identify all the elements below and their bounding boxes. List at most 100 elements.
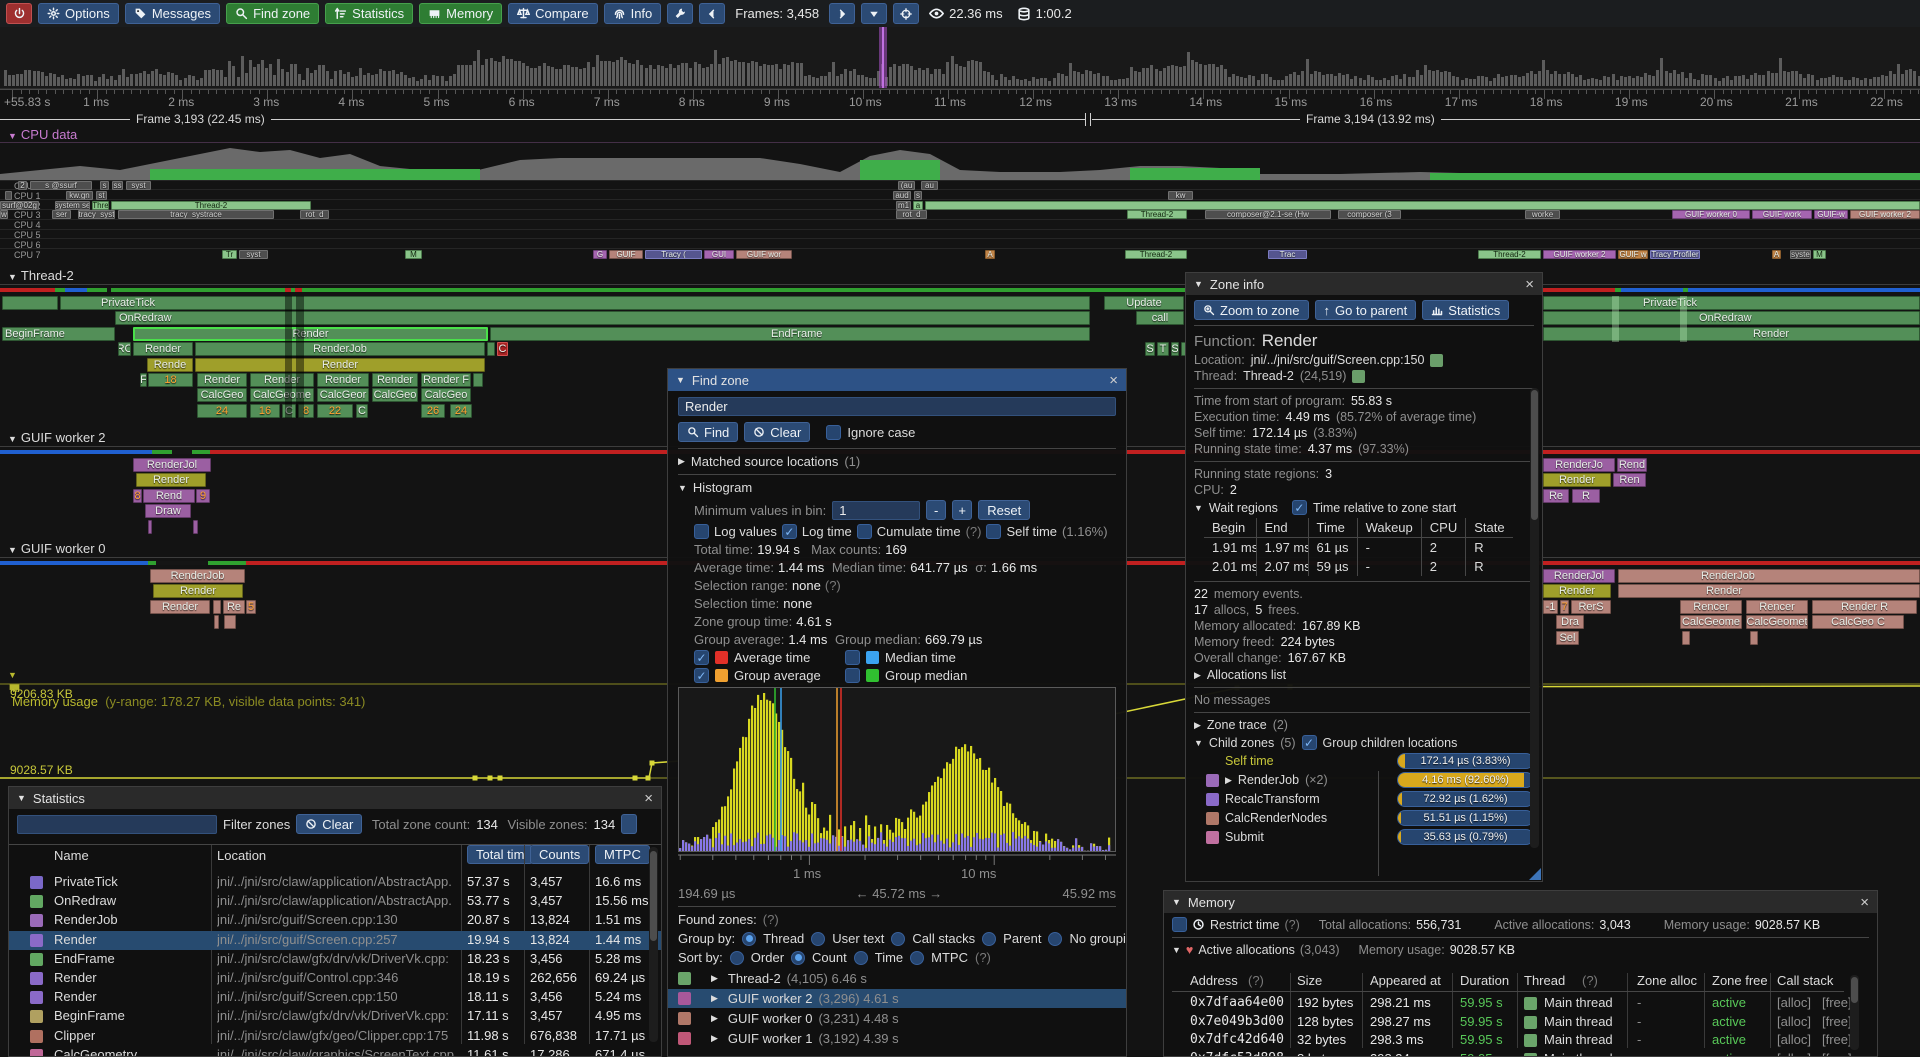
cpu-zone-chip[interactable]: Tr [222, 249, 237, 259]
zone-chip[interactable]: RenderJob [150, 569, 245, 583]
wait-column-state[interactable]: State [1465, 518, 1513, 538]
legend-checkbox-group-average[interactable]: ✓ [694, 668, 709, 683]
memory-allocation-row[interactable]: 0x7dfaa64e00 192 bytes 298.21 ms 59.95 s Mai… [1172, 995, 1852, 1013]
alloc-callstack-alloc[interactable]: [alloc] [1777, 1013, 1811, 1029]
zone-chip[interactable]: F [140, 373, 147, 387]
zone-chip[interactable]: Dra [1556, 615, 1584, 630]
zone-chip[interactable]: Render [1543, 326, 1920, 341]
goto-frame-button[interactable] [893, 3, 920, 24]
zone-chip[interactable]: 7 [1560, 599, 1569, 614]
legend-checkbox-average-time[interactable]: ✓ [694, 650, 709, 665]
zone-chip[interactable] [473, 373, 483, 387]
cpu-zone-chip[interactable]: M [405, 249, 422, 259]
found-zone-group-row[interactable]: ▶ GUIF worker 2 (3,296) 4.61 s [668, 989, 1126, 1008]
memory-column-duration[interactable]: Duration [1460, 973, 1510, 988]
close-icon[interactable]: × [1525, 275, 1534, 293]
memory-allocation-row[interactable]: 0x7dfc42d640 32 bytes 298.3 ms 59.95 s Main … [1172, 1032, 1852, 1050]
alloc-callstack-free[interactable]: [free] [1822, 995, 1852, 1010]
zone-chip[interactable]: Rencer [1746, 599, 1808, 614]
cpu-zone-chip[interactable]: Tracy Profiler [1650, 249, 1700, 259]
child-zone-row[interactable]: ▶ RenderJob (×2) 4.16 ms (92.60%) [1206, 772, 1534, 788]
memory-allocation-row[interactable]: 0x7e049b3d00 128 bytes 298.27 ms 59.95 s Mai… [1172, 1014, 1852, 1032]
statistics-jump-button[interactable]: Statistics [1422, 300, 1510, 320]
filter-zones-input[interactable] [17, 814, 217, 834]
sort-by-option-order[interactable] [729, 950, 744, 965]
find-zone-titlebar[interactable]: ▼ Find zone × [668, 369, 1126, 391]
zone-chip[interactable]: C [356, 403, 368, 418]
alloc-callstack-free[interactable]: [free] [1822, 1013, 1852, 1029]
cpu-zone-chip[interactable]: Thread-2 [1125, 249, 1187, 259]
group-by-option-thread[interactable] [742, 931, 757, 946]
alloc-callstack-free[interactable]: [free] [1822, 1051, 1852, 1057]
zone-chip[interactable]: 9 [196, 488, 210, 503]
zone-chip[interactable]: 24 [450, 403, 472, 418]
found-zone-group-row[interactable]: ▶ Thread-2 (4,105) 6.46 s [668, 969, 1126, 988]
zone-chip[interactable] [213, 599, 221, 614]
zone-chip[interactable]: CalcGeo C [1812, 615, 1904, 630]
memory-column-address[interactable]: Address [1190, 973, 1238, 988]
messages-button[interactable]: Messages [124, 3, 221, 24]
zone-chip[interactable]: Rend [1617, 458, 1647, 472]
found-zone-group-row[interactable]: ▶ GUIF worker 1 (3,192) 4.39 s [668, 1029, 1126, 1048]
column-total-time-sort[interactable]: Total tim [467, 845, 534, 864]
memory-button[interactable]: Memory [419, 3, 503, 24]
options-button[interactable]: Options [38, 3, 119, 24]
source-color-swatch[interactable] [1430, 353, 1444, 367]
cpu-zone-chip[interactable]: GUI [704, 249, 734, 259]
statistics-row[interactable]: Clipper jni/../jni/src/claw/gfx/geo/Clipp… [9, 1027, 661, 1046]
cpu-zone-chip[interactable]: Trac [1268, 249, 1307, 259]
zone-chip[interactable]: Draw [145, 504, 191, 519]
zone-chip[interactable]: Rende [147, 357, 193, 372]
log-time-checkbox[interactable]: ✓ [781, 524, 797, 539]
sort-by-option-count[interactable] [791, 950, 806, 965]
zone-chip[interactable]: Render [250, 373, 314, 387]
alloc-callstack-alloc[interactable]: [alloc] [1777, 1032, 1811, 1047]
allocations-list-label[interactable]: Allocations list [1206, 668, 1287, 682]
sort-by-option-mtpc[interactable] [910, 950, 925, 965]
find-zone-histogram[interactable] [678, 687, 1116, 852]
zone-trace-label[interactable]: Zone trace [1206, 718, 1267, 732]
scrollbar-thumb[interactable] [650, 851, 657, 941]
statistics-row[interactable]: OnRedraw jni/../jni/src/claw/application/… [9, 892, 661, 911]
statistics-row[interactable]: PrivateTick jni/../jni/src/claw/applicati… [9, 873, 661, 892]
zone-chip[interactable] [148, 519, 152, 534]
zone-chip[interactable]: CalcGeomet [1746, 615, 1808, 630]
child-zone-row[interactable]: RecalcTransform 72.92 µs (1.62%) [1206, 791, 1534, 807]
zone-chip[interactable]: 18 [148, 373, 193, 387]
child-zone-row[interactable]: Self time 172.14 µs (3.83%) [1206, 753, 1534, 769]
memory-scrollbar[interactable] [1850, 975, 1859, 1050]
thread-section-header[interactable]: ▼ GUIF worker 0 [8, 541, 105, 556]
cpu-data-section-header[interactable]: ▼ CPU data [8, 127, 77, 142]
cpu-zone-chip[interactable]: A [985, 249, 995, 259]
find-zone-query-input[interactable] [678, 397, 1116, 416]
zone-chip[interactable]: 5 [246, 599, 256, 614]
zone-chip[interactable]: RenderJol [1543, 569, 1615, 583]
zone-chip[interactable] [214, 615, 219, 630]
zone-chip[interactable]: CalcGeome [1680, 615, 1742, 630]
zone-chip[interactable]: OnRedraw [115, 311, 1090, 326]
child-zone-row[interactable]: CalcRenderNodes 51.51 µs (1.15%) [1206, 810, 1534, 826]
zone-chip[interactable]: RenderJob [1618, 569, 1920, 583]
zone-chip[interactable]: RenderJo [1543, 458, 1615, 472]
zone-chip[interactable]: RC [118, 342, 131, 357]
time-ruler[interactable]: +55.83 s 1 ms 2 ms 3 ms 4 ms 5 ms 6 ms 7 ms 8 ms… [0, 89, 1920, 111]
zone-chip[interactable]: Render [195, 357, 485, 372]
zone-chip[interactable]: Ren [1613, 473, 1646, 488]
more-filter-button[interactable] [621, 814, 638, 834]
zone-chip[interactable] [2, 296, 58, 310]
wait-regions-label[interactable]: Wait regions [1208, 500, 1278, 515]
memory-allocation-row[interactable]: 0x7dfc53d898 8 bytes 298.34 ms 59.95 s Main … [1172, 1051, 1852, 1057]
close-icon[interactable]: × [1109, 371, 1118, 389]
cpu-zone-chip[interactable]: M [1813, 249, 1826, 259]
zone-chip[interactable]: PrivateTick [1543, 296, 1920, 310]
reset-button[interactable]: Reset [978, 500, 1031, 520]
cpu-zone-chip[interactable]: Thread-2 [1478, 249, 1541, 259]
zone-chip[interactable]: Render [136, 473, 206, 488]
zone-chip[interactable]: CalcGeo [421, 388, 471, 403]
cpu-zone-chip[interactable]: Tracy ( [645, 249, 702, 259]
statistics-row[interactable]: CalcGeometry jni/../jni/src/claw/graphics… [9, 1046, 661, 1056]
memory-column-call-stack[interactable]: Call stack [1777, 973, 1834, 988]
zone-chip[interactable] [1682, 630, 1690, 645]
memory-column-appeared-at[interactable]: Appeared at [1370, 973, 1441, 988]
cpu-zone-chip[interactable]: G [593, 249, 607, 259]
